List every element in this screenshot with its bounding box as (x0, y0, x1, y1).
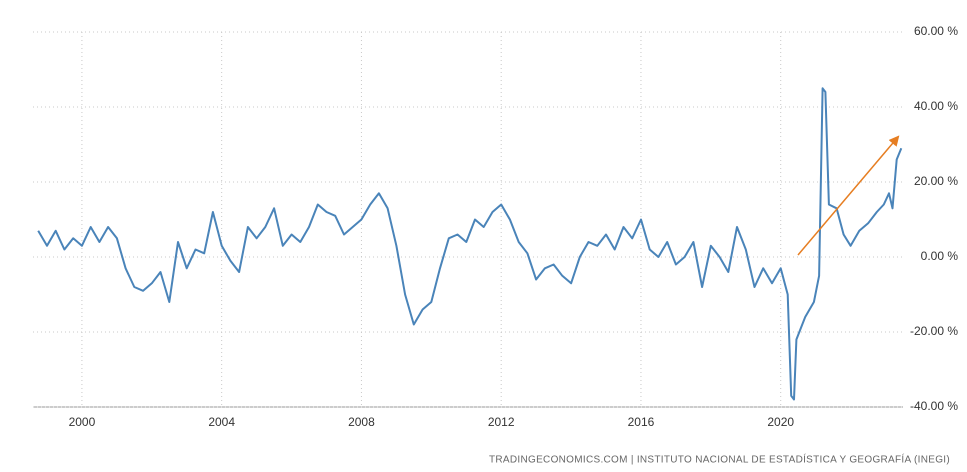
x-tick-label: 2008 (348, 415, 375, 429)
source: TRADINGECONOMICS.COM | INSTITUTO NACIONA… (489, 453, 950, 466)
y-tick-label: 60.00 % (914, 24, 958, 38)
trend-arrow (797, 135, 900, 256)
y-tick-label: 40.00 % (914, 99, 958, 113)
x-tick-label: 2004 (208, 415, 235, 429)
series-line (37, 87, 903, 401)
y-tick-label: -40.00 % (910, 399, 958, 413)
x-tick-label: 2000 (69, 415, 96, 429)
x-tick-label: 2012 (488, 415, 515, 429)
plot: -40.00 % -20.00 % 0.00 % 20.00 % 40.00 % 60.0… (33, 24, 958, 429)
y-tick-label: -20.00 % (910, 324, 958, 338)
y-tick-label: 20.00 % (914, 174, 958, 188)
x-tick-label: 2016 (628, 415, 655, 429)
x-tick-label: 2020 (767, 415, 794, 429)
y-tick-label: 0.00 % (921, 249, 959, 263)
